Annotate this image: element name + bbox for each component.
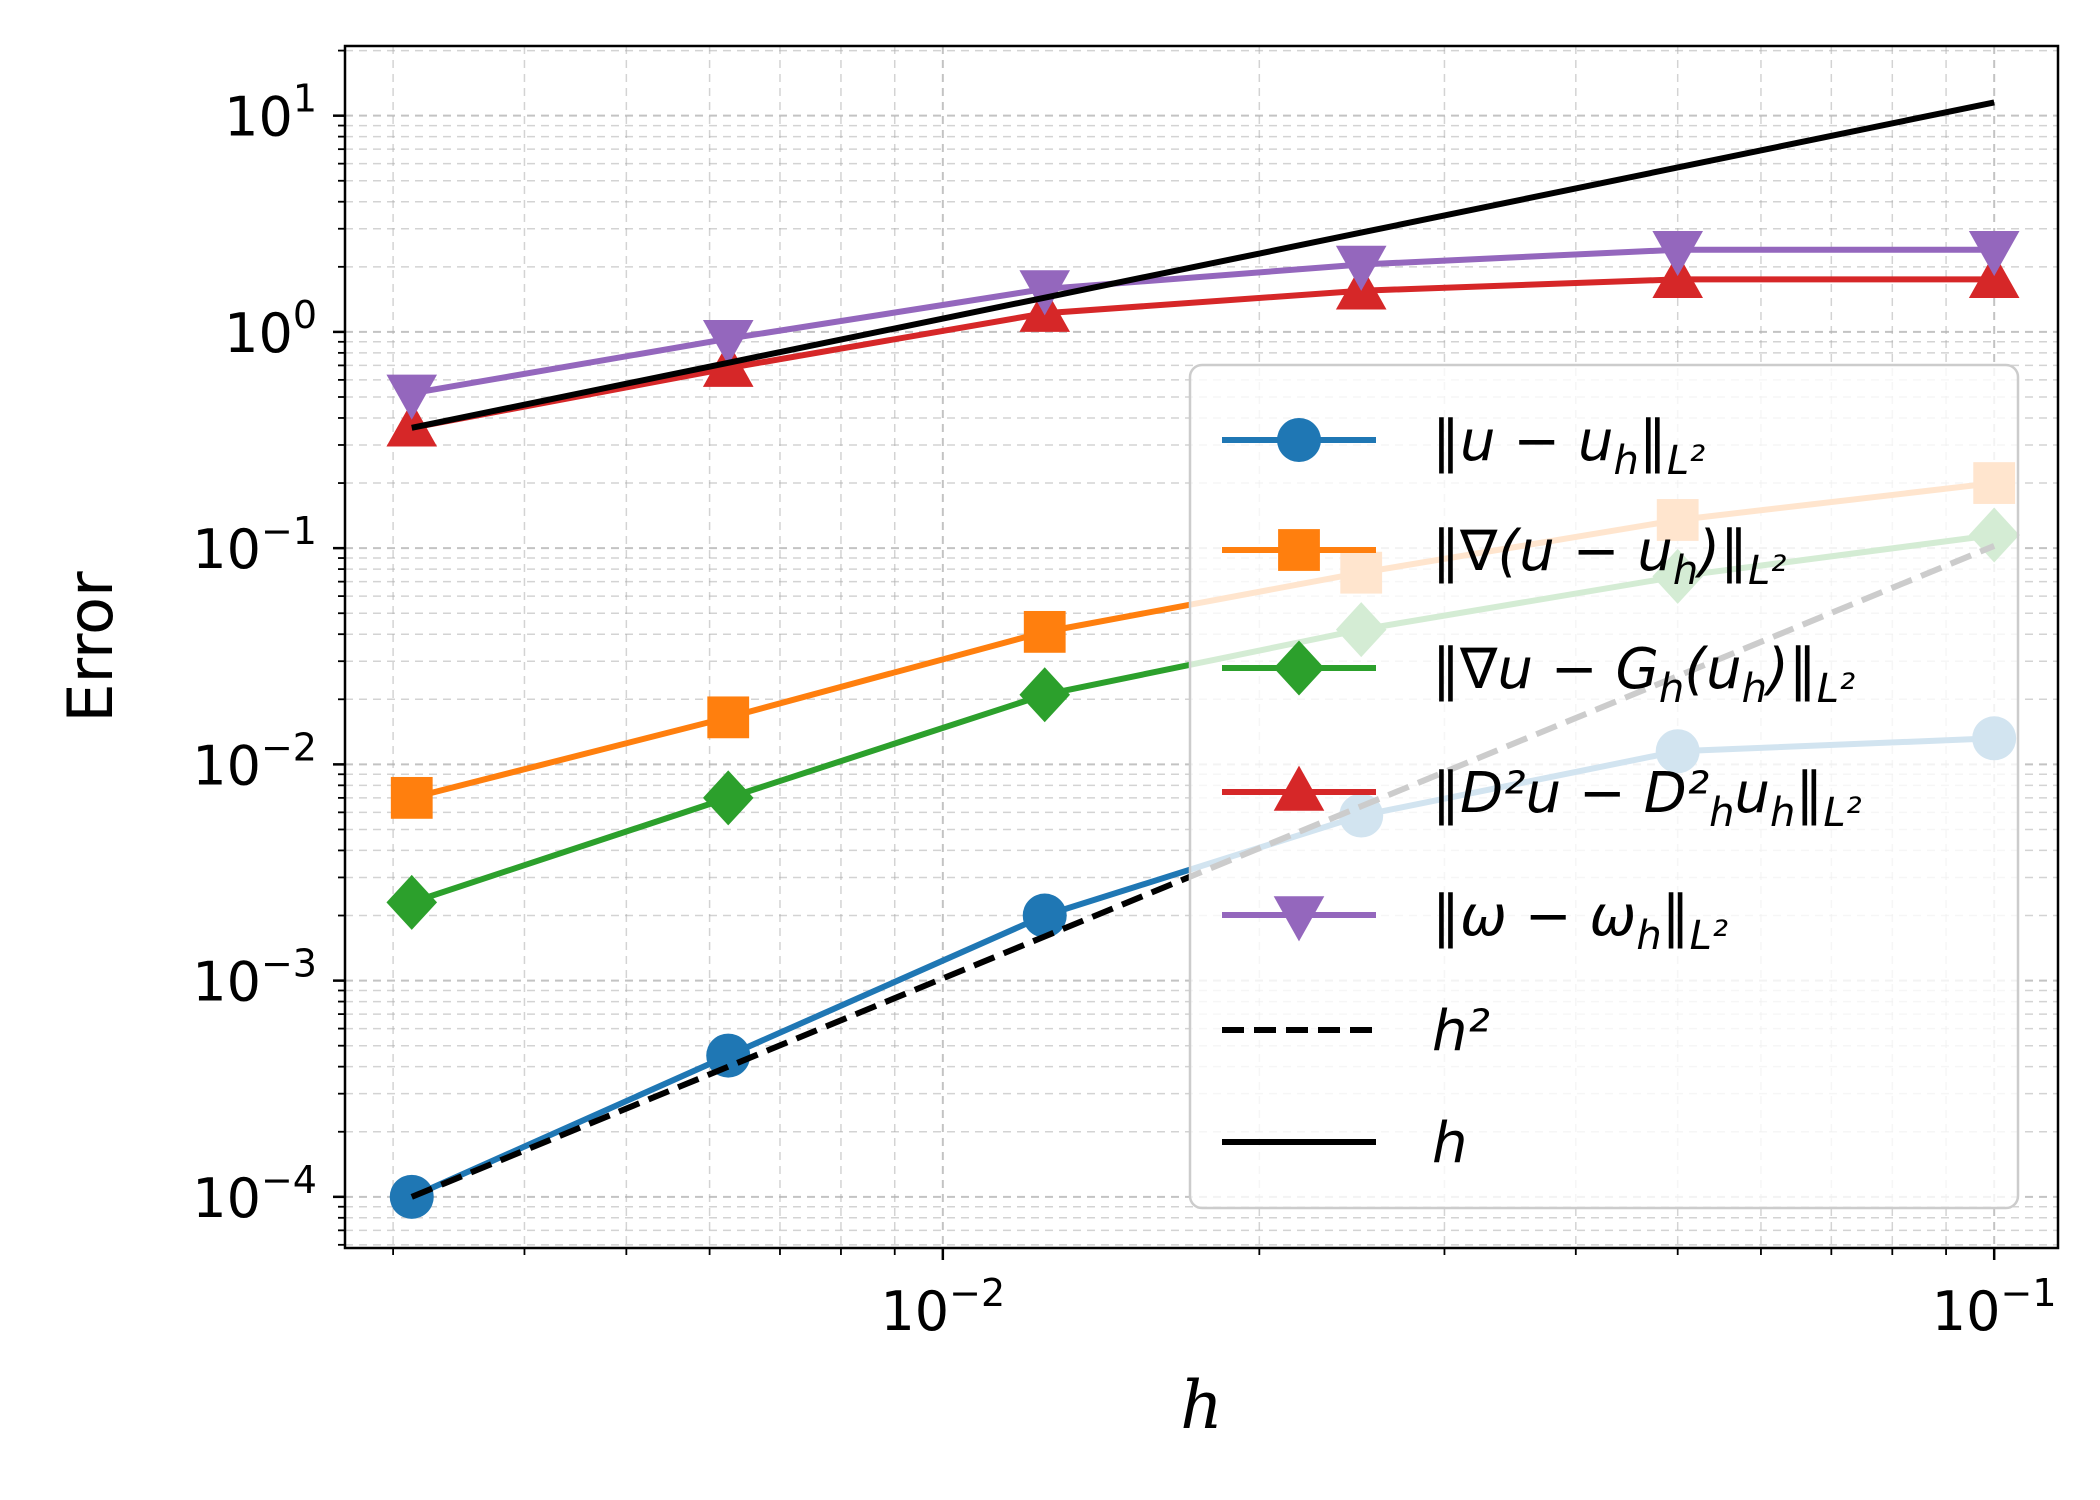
legend-label: ‖u − uh‖L² [1432,409,1705,484]
series-line [411,246,1995,397]
data-point [1022,893,1067,938]
legend-item: ‖ω − ωh‖L² [1222,884,1728,959]
legend-label: h² [1432,999,1490,1064]
legend-marker [1273,640,1325,696]
data-point [1335,245,1387,291]
data-point [386,874,438,930]
data-point [1019,270,1071,316]
legend-marker [1277,418,1321,462]
plot-frame [343,44,2060,1250]
data-point [706,1033,751,1078]
legend-marker [1273,765,1325,811]
series-5 [386,230,2020,420]
data-point [386,401,438,447]
data-point [707,696,750,739]
y-axis-label: Error [54,571,127,723]
data-point [386,374,438,420]
data-point [702,770,754,826]
legend-label: ‖D²u − D²huh‖L² [1432,761,1862,836]
legend-item: ‖∇(u − uh)‖L² [1222,519,1786,594]
data-point [1019,667,1071,723]
legend-box [1188,363,2020,1210]
x-axis-label: h [1180,1367,1223,1444]
legend-item: ‖D²u − D²huh‖L² [1222,761,1862,836]
legend-label: ‖ω − ωh‖L² [1432,884,1728,959]
legend-item: h [1222,1111,1468,1176]
legend-item: ‖∇u − Gh(uh)‖L² [1222,637,1855,712]
y-tick-label: 100 [224,293,317,365]
legend-marker [1273,896,1325,942]
data-point [1652,230,1703,277]
legend-item: h² [1222,999,1490,1064]
series-line [411,99,1995,431]
legend-label: ‖∇(u − uh)‖L² [1432,519,1786,594]
data-point [390,776,433,819]
x-tick-label: 10−2 [880,1271,1005,1343]
data-point [702,320,754,366]
data-point [1023,610,1066,653]
legend-label: ‖∇u − Gh(uh)‖L² [1432,637,1855,712]
series-line [411,276,1995,431]
legend: ‖u − uh‖L² ‖∇(u − uh)‖L² ‖∇u − Gh(uh)‖L² ‖D… [1188,363,2020,1210]
legend-item: ‖u − uh‖L² [1222,409,1705,484]
y-tick-label: 10−1 [192,509,317,581]
legend-label: h [1432,1111,1468,1176]
legend-marker [1278,529,1320,571]
y-tick-label: 10−3 [192,942,317,1014]
data-point [1968,230,2020,277]
series-7 [411,99,1995,431]
